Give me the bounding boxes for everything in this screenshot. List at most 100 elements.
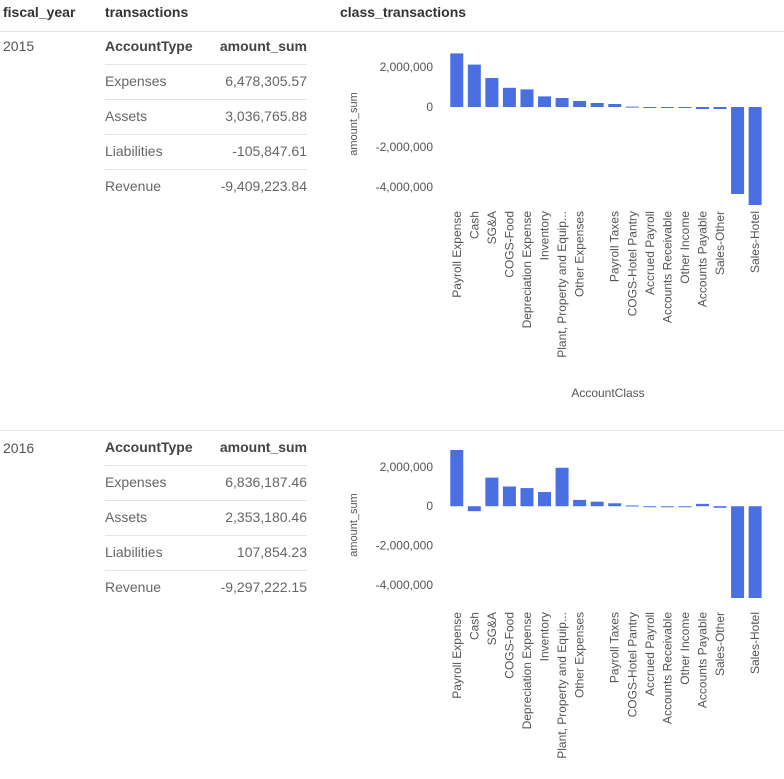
subtable-header-amount-sum: amount_sum <box>219 439 307 455</box>
y-tick-label: -4,000,000 <box>376 578 434 592</box>
bar[interactable] <box>538 96 552 107</box>
account-type-cell: Liabilities <box>105 544 163 560</box>
x-tick-label: Sales-Hotel <box>748 211 762 273</box>
y-tick-label: -4,000,000 <box>376 180 434 194</box>
x-tick-label: Other Expenses <box>573 211 587 297</box>
subtable-row: Assets 2,353,180.46 <box>105 500 307 536</box>
bar[interactable] <box>748 107 762 205</box>
y-axis-label: amount_sum <box>348 493 360 557</box>
column-header-transactions[interactable]: transactions <box>105 4 189 20</box>
x-tick-label: SG&A <box>485 612 499 645</box>
bar[interactable] <box>467 506 481 512</box>
y-axis-label: amount_sum <box>348 92 360 156</box>
bar[interactable] <box>555 467 569 507</box>
row-separator <box>0 430 784 431</box>
x-tick-label: Accounts Receivable <box>660 211 674 323</box>
bar[interactable] <box>660 506 674 508</box>
amount-sum-cell: 3,036,765.88 <box>225 108 307 124</box>
bar[interactable] <box>678 107 692 108</box>
bar[interactable] <box>678 506 692 508</box>
subtable-header-account-type: AccountType <box>105 38 193 54</box>
bar[interactable] <box>713 506 727 508</box>
amount-sum-cell: -105,847.61 <box>232 143 307 159</box>
bar[interactable] <box>520 488 534 507</box>
bar[interactable] <box>450 449 464 507</box>
bar[interactable] <box>695 503 709 507</box>
x-axis-label: AccountClass <box>571 386 644 400</box>
bar[interactable] <box>590 103 604 107</box>
y-tick-label: 0 <box>426 100 433 114</box>
bar[interactable] <box>695 107 709 109</box>
y-tick-label: 2,000,000 <box>380 60 434 74</box>
bar[interactable] <box>485 78 499 107</box>
bar[interactable] <box>608 104 622 107</box>
x-tick-label: Other Income <box>678 612 692 685</box>
x-tick-label: Payroll Expense <box>450 612 464 699</box>
bar[interactable] <box>573 499 587 507</box>
subtable-header-account-type: AccountType <box>105 439 193 455</box>
x-tick-label: COGS-Food <box>502 211 516 278</box>
x-tick-label: Payroll Taxes <box>608 612 622 683</box>
amount-sum-cell: -9,409,223.84 <box>220 178 307 194</box>
bar[interactable] <box>520 89 534 107</box>
column-header-class-transactions[interactable]: class_transactions <box>340 4 467 20</box>
account-type-cell: Assets <box>105 108 148 124</box>
x-tick-label: Accounts Receivable <box>660 612 674 724</box>
x-tick-label: Sales-Other <box>713 612 727 676</box>
subtable-header-amount-sum: amount_sum <box>219 38 307 54</box>
amount-sum-cell: 6,478,305.57 <box>225 73 307 89</box>
bar[interactable] <box>590 501 604 507</box>
y-tick-label: 2,000,000 <box>380 460 434 474</box>
x-tick-label: Depreciation Expense <box>520 211 534 329</box>
subtable-row: Expenses 6,836,187.46 <box>105 465 307 501</box>
table-header: fiscal_year transactions class_transacti… <box>0 0 784 32</box>
bar[interactable] <box>748 506 762 598</box>
bar[interactable] <box>502 486 516 507</box>
bar[interactable] <box>502 87 516 107</box>
x-tick-label: Plant, Property and Equip... <box>555 211 569 358</box>
amount-sum-cell: 6,836,187.46 <box>225 474 307 490</box>
x-tick-label: SG&A <box>485 211 499 244</box>
bar[interactable] <box>731 506 745 598</box>
subtable-header: AccountType amount_sum <box>105 430 307 466</box>
x-tick-label: Plant, Property and Equip... <box>555 612 569 759</box>
bar[interactable] <box>643 107 657 108</box>
x-tick-label: Other Income <box>678 211 692 284</box>
x-tick-label: Payroll Expense <box>450 211 464 298</box>
subtable-row: Liabilities -105,847.61 <box>105 134 307 170</box>
column-header-fiscal-year[interactable]: fiscal_year <box>3 4 76 20</box>
bar[interactable] <box>660 107 674 108</box>
subtable-row: Expenses 6,478,305.57 <box>105 64 307 100</box>
y-tick-label: -2,000,000 <box>376 140 434 154</box>
bar[interactable] <box>625 106 639 108</box>
amount-sum-cell: -9,297,222.15 <box>220 579 307 595</box>
fiscal-year-cell: 2016 <box>3 440 35 456</box>
bar[interactable] <box>555 98 569 107</box>
x-tick-label: Depreciation Expense <box>520 612 534 730</box>
bar[interactable] <box>538 492 552 507</box>
bar[interactable] <box>450 53 464 107</box>
subtable-row: Revenue -9,409,223.84 <box>105 169 307 204</box>
bar[interactable] <box>467 64 481 107</box>
account-type-cell: Liabilities <box>105 143 163 159</box>
x-tick-label: Payroll Taxes <box>608 211 622 282</box>
bar[interactable] <box>485 477 499 507</box>
account-type-cell: Expenses <box>105 474 167 490</box>
x-tick-label: Inventory <box>538 612 552 661</box>
subtable-header: AccountType amount_sum <box>105 29 307 65</box>
x-tick-label: Other Expenses <box>573 612 587 698</box>
x-tick-label: COGS-Hotel Pantry <box>625 612 639 717</box>
bar[interactable] <box>713 107 727 109</box>
bar[interactable] <box>643 506 657 508</box>
bar[interactable] <box>573 101 587 107</box>
x-tick-label: Accounts Payable <box>695 211 709 307</box>
class-transactions-chart-2015: amount_sum 2,000,000 0 -2,000,000 -4,000,000… <box>348 53 762 400</box>
bar[interactable] <box>731 107 745 194</box>
amount-sum-cell: 2,353,180.46 <box>225 509 307 525</box>
x-tick-label: Inventory <box>538 211 552 260</box>
x-tick-label: Accrued Payroll <box>643 211 657 295</box>
bar[interactable] <box>608 503 622 507</box>
account-type-cell: Revenue <box>105 579 162 595</box>
bar[interactable] <box>625 505 639 507</box>
x-tick-label: Sales-Other <box>713 211 727 275</box>
